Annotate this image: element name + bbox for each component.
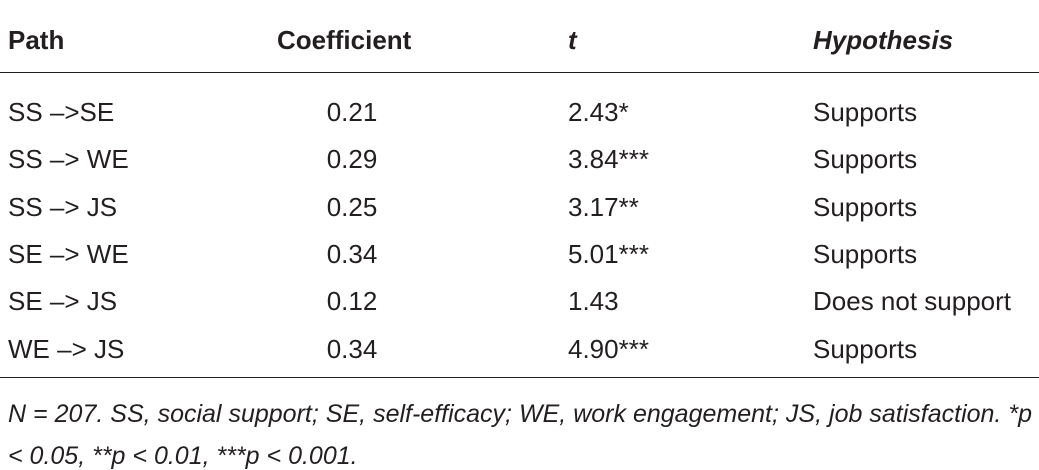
table-cell: 0.29 <box>326 144 378 175</box>
table-cell: 1.43 <box>568 286 619 317</box>
table-cell: Supports <box>813 238 918 269</box>
table-cell: 0.25 <box>326 191 378 222</box>
table-cell: SE –> JS <box>8 286 118 317</box>
table-cell: SE –> WE <box>8 238 129 269</box>
table-cell: SS –> JS <box>8 191 118 222</box>
footnote: N = 207. SS, social support; SE, self-ef… <box>8 400 1032 470</box>
table-cell: SS –>SE <box>8 97 115 127</box>
table-cell: 0.34 <box>326 333 378 364</box>
header-cell: Path <box>8 25 65 55</box>
table-cell: 0.34 <box>326 238 378 269</box>
bottom-rule <box>0 377 1039 378</box>
table-cell: Does not support <box>813 286 1012 317</box>
table-cell: Supports <box>813 144 918 175</box>
table-cell: Supports <box>813 191 918 222</box>
header-cell: Coefficient <box>277 25 412 55</box>
table-cell: 0.21 <box>326 97 378 127</box>
table-cell: Supports <box>813 97 918 127</box>
header-rule <box>0 72 1039 73</box>
table-cell: 0.12 <box>326 286 378 317</box>
table-cell: 3.17** <box>568 191 639 222</box>
table-cell: 5.01*** <box>568 238 649 269</box>
header-cell: t <box>568 25 577 55</box>
table-cell: 3.84*** <box>568 144 649 175</box>
table-cell: SS –> WE <box>8 144 129 175</box>
header-cell: Hypothesis <box>813 25 954 55</box>
table-cell: 4.90*** <box>568 333 649 364</box>
table-cell: WE –> JS <box>8 333 125 364</box>
table-cell: Supports <box>813 333 918 364</box>
table-cell: 2.43* <box>568 97 629 127</box>
